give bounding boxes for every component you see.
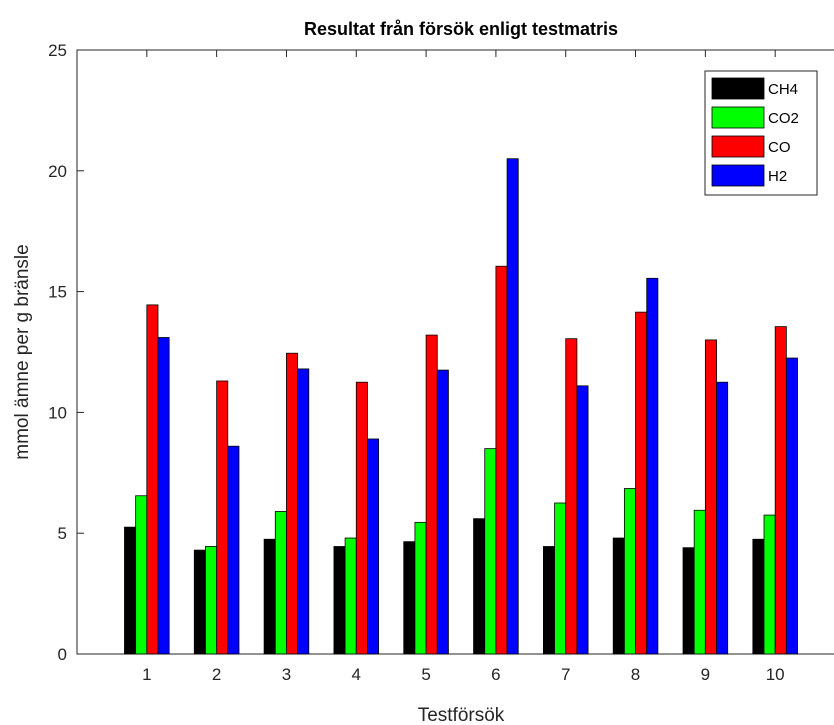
bar-ch4-2 <box>193 549 206 655</box>
bar-co2-3 <box>274 511 287 655</box>
bar-ch4-9 <box>682 547 695 655</box>
bar-ch4-1 <box>124 526 137 655</box>
bar-h2-4 <box>367 438 380 655</box>
bar-h2-8 <box>646 277 659 655</box>
legend-label-h2: H2 <box>768 168 787 185</box>
x-tick-label: 3 <box>282 665 291 684</box>
y-tick-label: 15 <box>48 283 67 302</box>
bar-co2-4 <box>344 537 357 655</box>
y-tick-label: 0 <box>58 645 67 664</box>
chart-title: Resultat från försök enligt testmatris <box>304 19 618 39</box>
bar-ch4-3 <box>263 538 276 655</box>
x-tick-label: 1 <box>142 665 151 684</box>
legend-swatch-h2 <box>711 164 765 187</box>
bar-co-4 <box>355 381 368 655</box>
x-tick-label: 6 <box>491 665 500 684</box>
bar-h2-7 <box>576 385 589 655</box>
bar-h2-1 <box>157 337 170 655</box>
bar-co-2 <box>216 380 229 655</box>
bar-co2-8 <box>623 488 636 655</box>
legend-swatch-co2 <box>711 106 765 129</box>
bar-h2-2 <box>227 445 240 655</box>
x-tick-label: 9 <box>701 665 710 684</box>
bar-ch4-10 <box>752 538 765 655</box>
x-tick-label: 10 <box>766 665 785 684</box>
bar-h2-3 <box>297 368 310 655</box>
bar-ch4-6 <box>473 518 486 655</box>
bar-co-5 <box>425 334 438 655</box>
y-tick-label: 20 <box>48 162 67 181</box>
x-tick-label: 5 <box>421 665 430 684</box>
bar-co2-5 <box>414 521 427 655</box>
bar-ch4-7 <box>542 546 555 655</box>
bar-co-1 <box>146 304 159 655</box>
bar-co2-2 <box>205 546 218 655</box>
bar-co2-9 <box>693 509 706 655</box>
bar-co-6 <box>495 265 508 655</box>
bar-co-8 <box>635 311 648 655</box>
legend-label-ch4: CH4 <box>768 81 798 98</box>
legend-label-co: CO <box>768 139 791 156</box>
bar-co2-6 <box>484 448 497 655</box>
axes-group: 1 2 3 4 5 6 7 8 9 10 0 5 10 15 20 25 <box>48 41 785 684</box>
legend-label-co2: CO2 <box>768 110 799 127</box>
y-tick-label: 10 <box>48 403 67 422</box>
legend-swatch-co <box>711 135 765 158</box>
x-tick-label: 4 <box>352 665 361 684</box>
bar-co-9 <box>704 339 717 655</box>
x-tick-label: 2 <box>212 665 221 684</box>
bar-h2-5 <box>436 369 449 655</box>
bar-h2-10 <box>785 357 798 655</box>
bar-co2-1 <box>135 495 148 655</box>
x-tick-label: 8 <box>631 665 640 684</box>
x-tick-label: 7 <box>561 665 570 684</box>
bars-group <box>124 158 798 655</box>
legend-swatch-ch4 <box>711 77 765 100</box>
legend: CH4 CO2 CO H2 <box>704 70 818 196</box>
bar-ch4-4 <box>333 546 346 655</box>
bar-co2-10 <box>763 514 776 655</box>
bar-co2-7 <box>554 502 567 655</box>
y-tick-label: 5 <box>58 524 67 543</box>
bar-ch4-5 <box>403 541 416 655</box>
x-axis-label: Testförsök <box>418 705 505 725</box>
bar-h2-9 <box>716 381 729 655</box>
y-axis-label: mmol ämne per g bränsle <box>12 244 33 459</box>
y-tick-label: 25 <box>48 41 67 60</box>
bar-co-7 <box>565 338 578 655</box>
bar-co-3 <box>286 352 299 655</box>
bar-co-10 <box>774 326 787 655</box>
bar-ch4-8 <box>612 537 625 655</box>
bar-h2-6 <box>506 158 519 655</box>
